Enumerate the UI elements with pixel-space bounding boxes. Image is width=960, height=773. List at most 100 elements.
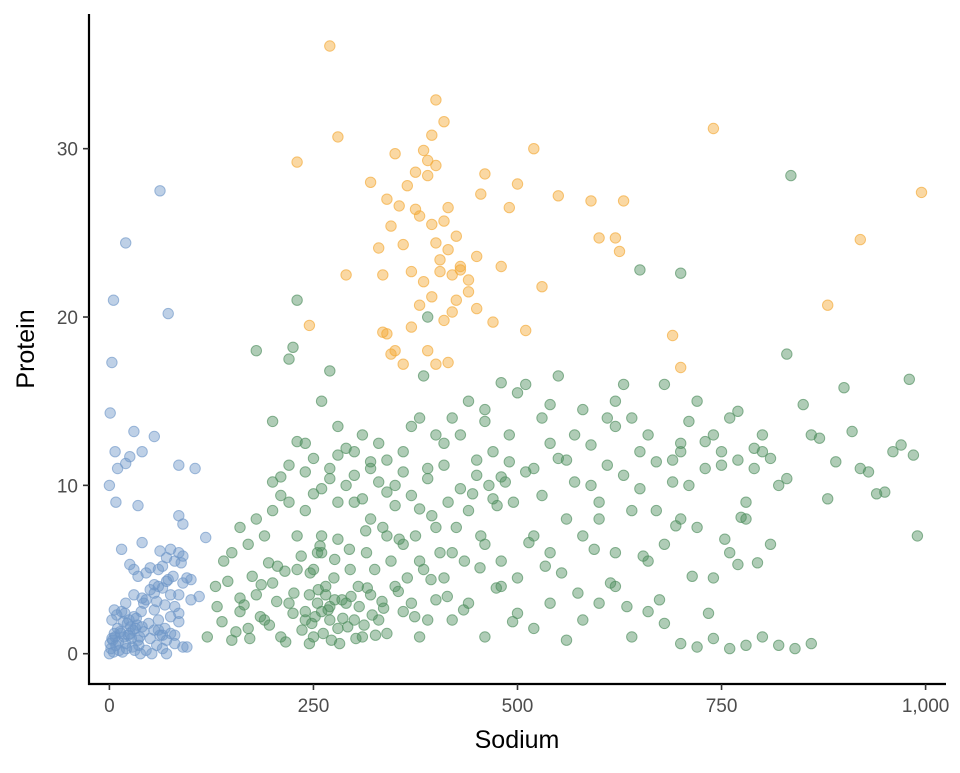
data-point <box>732 558 744 571</box>
data-point <box>315 547 328 559</box>
data-point <box>106 632 118 645</box>
data-point <box>487 493 499 505</box>
data-point <box>426 129 438 141</box>
data-point <box>288 587 300 599</box>
data-point <box>246 570 258 582</box>
data-point <box>175 557 187 569</box>
data-point <box>173 589 185 601</box>
data-point <box>773 639 785 651</box>
data-point <box>345 590 357 603</box>
data-point <box>307 488 320 500</box>
data-point <box>691 395 703 407</box>
data-point <box>585 479 597 492</box>
data-point <box>626 412 638 424</box>
data-point <box>732 454 744 466</box>
data-point <box>124 558 136 571</box>
data-point <box>658 378 671 391</box>
data-point <box>266 476 279 488</box>
data-point <box>417 276 430 288</box>
data-point <box>138 597 150 609</box>
data-point <box>120 457 132 470</box>
data-point <box>707 429 720 441</box>
data-point <box>115 543 128 555</box>
data-point <box>585 439 597 451</box>
data-point <box>159 599 171 611</box>
data-point <box>103 479 116 492</box>
data-point <box>462 286 475 298</box>
data-point <box>280 636 292 648</box>
data-point <box>315 483 328 495</box>
data-point <box>136 446 148 458</box>
data-point <box>609 395 622 407</box>
data-point <box>303 637 316 650</box>
data-point <box>735 511 747 523</box>
data-point <box>503 429 515 441</box>
data-point <box>446 412 458 424</box>
data-point <box>523 536 535 549</box>
data-point <box>128 425 140 438</box>
data-point <box>887 446 899 458</box>
data-point <box>287 607 299 619</box>
data-point <box>588 543 600 555</box>
data-point <box>181 641 193 653</box>
data-point <box>462 274 475 286</box>
data-point <box>457 604 470 616</box>
data-point <box>822 299 834 311</box>
data-point <box>454 260 467 273</box>
data-point <box>838 382 850 394</box>
data-point <box>360 547 373 559</box>
data-point <box>405 420 418 433</box>
data-point <box>454 264 467 276</box>
data-point <box>238 599 250 611</box>
data-point <box>152 624 165 636</box>
data-point <box>506 616 519 628</box>
data-point <box>895 439 907 451</box>
data-point <box>111 462 124 475</box>
data-point <box>413 412 426 424</box>
data-point <box>544 547 556 559</box>
data-point <box>691 641 703 653</box>
data-point <box>805 637 817 650</box>
data-point <box>593 232 605 244</box>
data-point <box>434 265 446 278</box>
data-point <box>291 563 303 576</box>
data-point <box>177 641 189 653</box>
data-point <box>846 425 858 438</box>
data-point <box>329 553 341 566</box>
data-point <box>324 40 336 52</box>
data-point <box>699 435 711 448</box>
series-0 <box>103 185 212 660</box>
data-point <box>173 616 185 628</box>
data-point <box>471 302 483 315</box>
data-point <box>381 627 393 640</box>
data-point <box>266 577 279 589</box>
data-point <box>422 462 434 475</box>
data-point <box>568 429 581 441</box>
data-point <box>324 365 336 377</box>
data-point <box>348 469 360 481</box>
data-point <box>425 573 437 586</box>
data-point <box>185 573 197 586</box>
data-point <box>392 585 404 598</box>
data-point <box>401 180 413 192</box>
data-point <box>707 572 720 584</box>
data-point <box>364 513 377 525</box>
data-point <box>773 479 785 492</box>
data-point <box>173 459 185 471</box>
data-point <box>299 466 311 478</box>
data-point <box>340 479 352 492</box>
data-point <box>511 387 524 399</box>
data-point <box>430 594 442 606</box>
data-point <box>124 451 136 463</box>
data-point <box>511 178 524 190</box>
data-point <box>216 616 228 628</box>
data-point <box>442 201 454 214</box>
data-point <box>242 538 254 550</box>
data-point <box>164 589 177 601</box>
data-point <box>555 567 568 579</box>
data-point <box>377 521 389 534</box>
data-point <box>751 557 764 569</box>
data-point <box>397 358 409 370</box>
data-point <box>315 530 328 542</box>
data-point <box>356 631 369 643</box>
